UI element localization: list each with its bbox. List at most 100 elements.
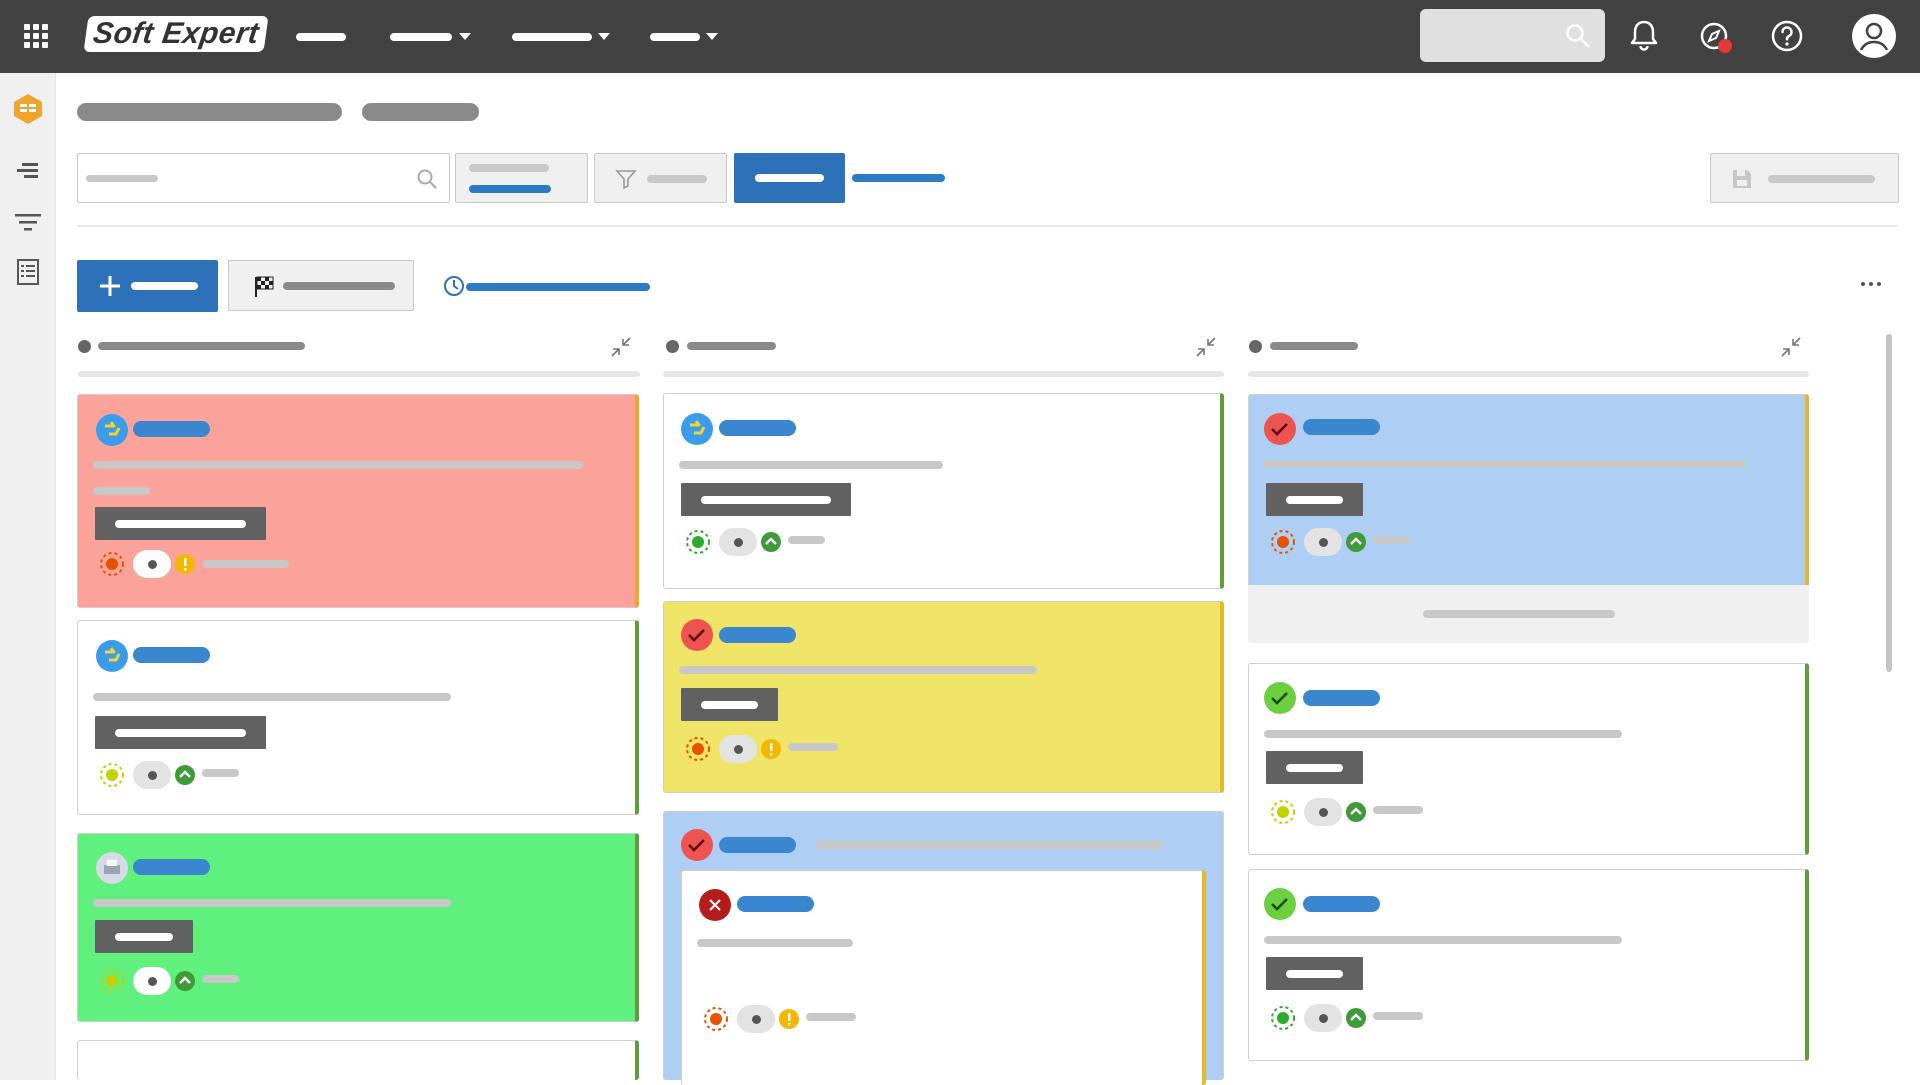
apps-grid-icon[interactable] <box>20 20 52 52</box>
card-title <box>679 666 1037 674</box>
nav-item-1[interactable] <box>296 33 346 41</box>
kanban-card[interactable] <box>77 394 639 608</box>
card-title <box>93 461 583 469</box>
brand-logo[interactable]: Soft Expert <box>83 16 269 52</box>
kanban-board-icon[interactable] <box>12 93 44 125</box>
card-id <box>737 896 814 912</box>
view-selector-value <box>469 185 551 193</box>
card-tag <box>95 507 266 540</box>
global-search-input[interactable] <box>1420 9 1605 62</box>
assignee-toggle[interactable] <box>133 967 171 995</box>
assignee-toggle[interactable] <box>719 528 757 556</box>
assignee-toggle[interactable] <box>1304 1004 1342 1032</box>
top-bar: Soft Expert <box>0 0 1920 73</box>
column-divider-1 <box>78 371 640 377</box>
card-tag <box>1266 957 1363 990</box>
column-status-dot <box>666 340 679 353</box>
clock-icon[interactable] <box>442 274 466 298</box>
document-list-icon[interactable] <box>12 256 44 288</box>
kanban-card[interactable] <box>77 620 639 815</box>
save-view-button[interactable] <box>1710 153 1899 203</box>
checkered-flag-icon <box>255 276 274 297</box>
assignee-toggle[interactable] <box>719 735 757 763</box>
view-selector[interactable] <box>455 153 588 203</box>
board-scrollbar[interactable] <box>1886 334 1892 672</box>
priority-up-icon <box>1346 532 1366 552</box>
kanban-card[interactable] <box>77 833 639 1022</box>
warning-icon <box>175 554 195 574</box>
chevron-down-icon[interactable] <box>598 33 610 40</box>
card-title <box>679 461 943 469</box>
red-target-icon <box>100 552 124 576</box>
printer-type-icon <box>96 852 128 884</box>
card-id <box>133 859 210 875</box>
assignee-toggle[interactable] <box>1304 528 1342 556</box>
yellow-target-icon <box>1271 800 1295 824</box>
kanban-card[interactable] <box>77 1040 639 1080</box>
kanban-card[interactable] <box>663 393 1224 589</box>
assignee-toggle[interactable] <box>737 1005 775 1033</box>
load-more-button[interactable] <box>1248 585 1809 643</box>
check-type-icon <box>681 619 713 651</box>
collapse-icon[interactable] <box>609 335 633 359</box>
brand-logo-text: Soft Expert <box>90 17 262 50</box>
warning-icon <box>761 739 781 759</box>
collapse-icon[interactable] <box>1194 335 1218 359</box>
due-date <box>1373 1012 1423 1020</box>
collapse-icon[interactable] <box>1779 335 1803 359</box>
bell-icon[interactable] <box>1622 14 1666 58</box>
board-search-input[interactable] <box>77 153 450 203</box>
green-target-icon <box>1271 1006 1295 1030</box>
kanban-card[interactable] <box>1248 869 1809 1061</box>
filter-lines-icon[interactable] <box>12 206 44 238</box>
plus-icon <box>100 276 120 296</box>
add-card-button[interactable] <box>77 260 218 312</box>
filter-button[interactable] <box>594 153 727 203</box>
assignee-toggle[interactable] <box>1304 798 1342 826</box>
card-id <box>133 647 210 663</box>
milestone-button[interactable] <box>228 260 414 311</box>
column-status-dot <box>1249 340 1262 353</box>
notification-badge <box>1718 39 1732 53</box>
chevron-down-icon[interactable] <box>459 33 471 40</box>
check-type-icon <box>1264 413 1296 445</box>
kanban-card[interactable] <box>663 601 1224 793</box>
apply-button[interactable] <box>734 153 845 203</box>
chevron-down-icon[interactable] <box>706 33 718 40</box>
history-link[interactable] <box>466 283 650 291</box>
arrow-type-icon <box>96 640 128 672</box>
card-id <box>719 837 796 853</box>
red-target-icon <box>686 737 710 761</box>
assignee-toggle[interactable] <box>133 550 171 578</box>
kanban-card[interactable] <box>1248 394 1809 587</box>
due-date <box>1373 536 1410 544</box>
nav-item-2[interactable] <box>390 33 452 41</box>
yellow-target-icon <box>100 763 124 787</box>
load-more-label <box>1423 610 1615 618</box>
card-title <box>93 899 451 907</box>
more-dots-icon[interactable] <box>1860 278 1884 290</box>
gantt-list-icon[interactable] <box>12 155 44 187</box>
toolbar-divider <box>77 225 1898 227</box>
nav-item-3[interactable] <box>512 33 592 41</box>
filter-button-label <box>647 175 707 183</box>
kanban-card[interactable] <box>1248 663 1809 855</box>
card-title <box>816 841 1164 849</box>
compass-icon[interactable] <box>1692 14 1736 58</box>
filter-icon <box>615 170 637 190</box>
help-icon[interactable] <box>1765 14 1809 58</box>
save-icon <box>1733 170 1751 188</box>
card-id <box>1303 419 1380 435</box>
clear-link[interactable] <box>852 174 945 182</box>
page-subtitle <box>362 103 479 121</box>
card-id <box>719 420 796 436</box>
kanban-subcard[interactable] <box>681 870 1206 1085</box>
kanban-card-parent[interactable] <box>663 811 1224 1085</box>
search-placeholder <box>86 175 158 182</box>
nav-item-4[interactable] <box>650 33 700 41</box>
assignee-toggle[interactable] <box>133 761 171 789</box>
user-avatar-icon[interactable] <box>1850 12 1898 60</box>
red-target-icon <box>1271 530 1295 554</box>
column-title-1 <box>98 342 305 350</box>
card-title <box>1264 730 1622 738</box>
